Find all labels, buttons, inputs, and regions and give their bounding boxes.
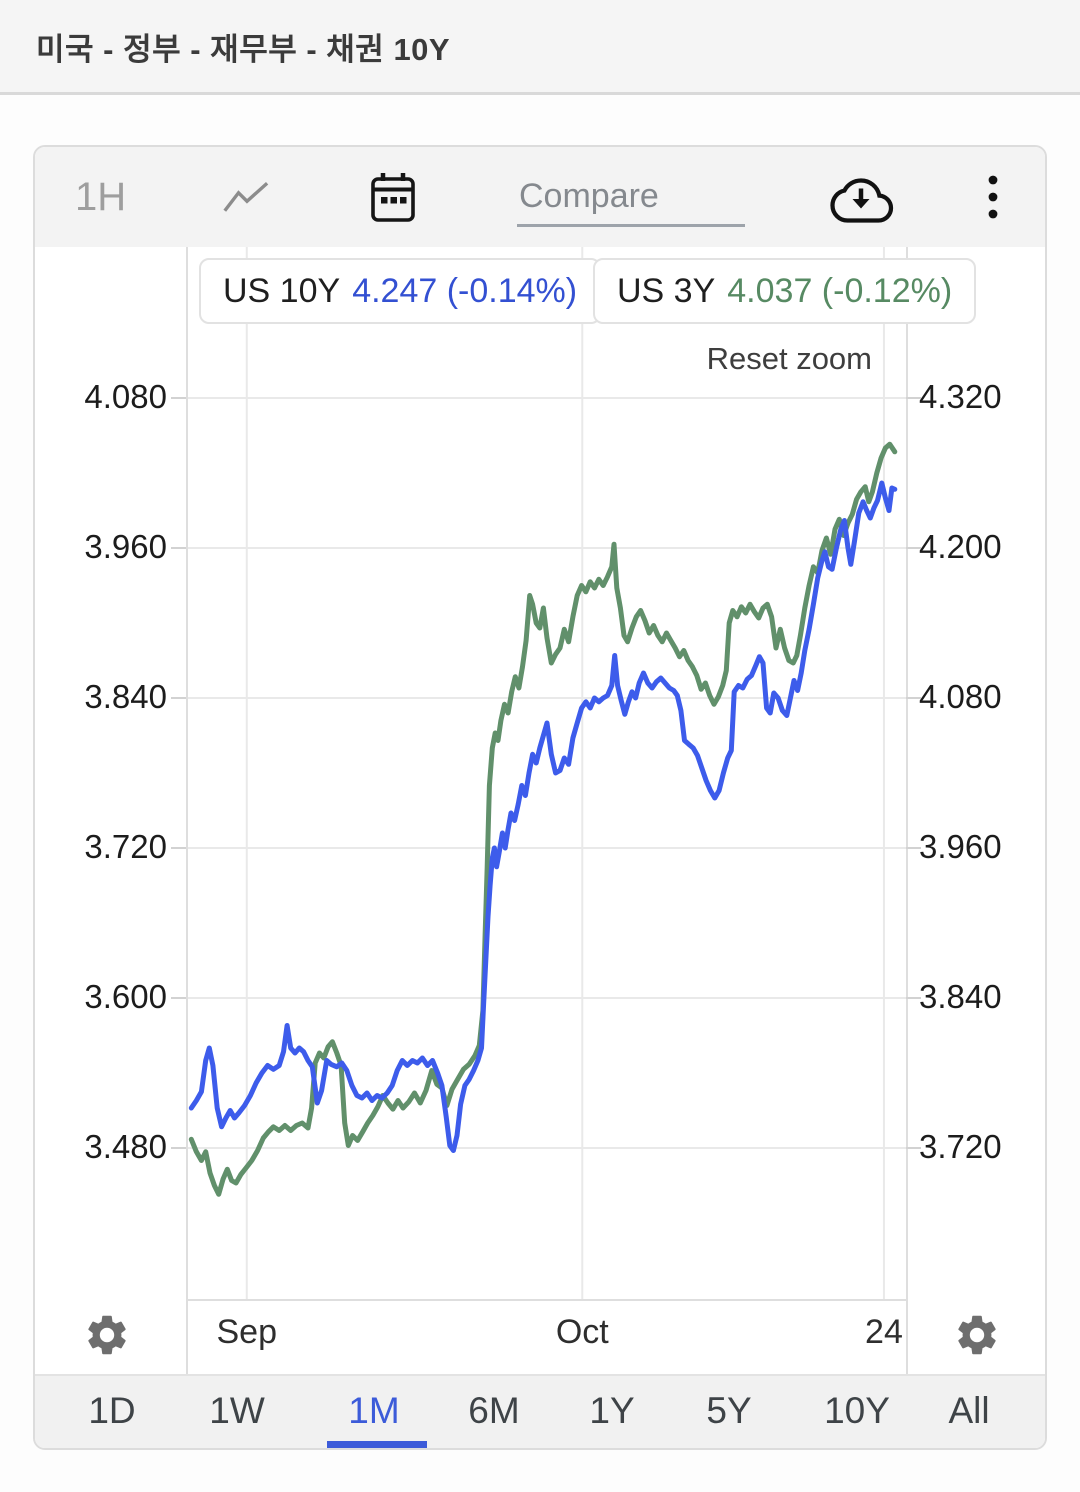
- right-axis-tick-mark: [906, 397, 921, 399]
- left-axis-tick-label: 3.840: [84, 678, 167, 715]
- x-axis-label: Oct: [555, 1313, 609, 1351]
- legend-series-value: 4.037 (-0.12%): [727, 271, 953, 310]
- legend-series-name: US 3Y: [617, 271, 716, 310]
- range-tab-1w[interactable]: 1W: [209, 1390, 265, 1431]
- active-range-underline: [327, 1441, 427, 1448]
- left-axis-tick-label: 4.080: [84, 378, 167, 415]
- left-axis-tick-label: 3.600: [84, 978, 167, 1015]
- chart-toolbar: 1H: [35, 147, 1045, 247]
- series-line-us-10y[interactable]: [188, 480, 898, 1153]
- right-axis-settings-gear-icon[interactable]: [953, 1311, 1001, 1359]
- chart-card: 1H: [33, 145, 1047, 1450]
- right-axis-tick-mark: [906, 997, 921, 999]
- range-tab-all[interactable]: All: [948, 1390, 990, 1431]
- page-title: 미국 - 정부 - 재무부 - 채권 10Y: [36, 31, 451, 67]
- left-axis-tick-mark: [171, 847, 186, 849]
- left-axis-tick-mark: [171, 547, 186, 549]
- right-axis-tick-label: 3.960: [919, 828, 1002, 865]
- right-axis-tick-mark: [906, 697, 921, 699]
- left-axis-tick-mark: [171, 697, 186, 699]
- reset-zoom-button[interactable]: Reset zoom: [706, 341, 872, 376]
- range-tab-1m[interactable]: 1M: [348, 1390, 400, 1431]
- legend-series-value: 4.247 (-0.14%): [352, 271, 578, 310]
- left-axis-tick-mark: [171, 1147, 186, 1149]
- kebab-menu-icon[interactable]: [985, 173, 1001, 228]
- range-selector: 1D 1W 1M 6M 1Y 5Y 10Y All: [35, 1374, 1045, 1448]
- plot-left-border: [186, 247, 188, 1380]
- left-axis-tick-label: 3.720: [84, 828, 167, 865]
- right-axis-tick-mark: [906, 547, 921, 549]
- legend-series-name: US 10Y: [223, 271, 341, 310]
- right-axis-tick-label: 3.720: [919, 1128, 1002, 1165]
- range-tab-1d[interactable]: 1D: [88, 1390, 136, 1431]
- page-header: 미국 - 정부 - 재무부 - 채권 10Y: [0, 0, 1080, 95]
- line-chart-icon[interactable]: [221, 179, 273, 220]
- compare-input[interactable]: [517, 177, 745, 227]
- calendar-icon[interactable]: [369, 171, 417, 230]
- right-axis-tick-mark: [906, 1147, 921, 1149]
- right-axis-tick-label: 4.320: [919, 378, 1002, 415]
- left-axis-settings-gear-icon[interactable]: [83, 1311, 131, 1359]
- x-axis-label: 24: [865, 1313, 903, 1351]
- range-tab-10y[interactable]: 10Y: [824, 1390, 890, 1431]
- right-axis-tick-mark: [906, 847, 921, 849]
- range-tab-1y[interactable]: 1Y: [589, 1390, 635, 1431]
- price-chart-plot[interactable]: [187, 247, 907, 1380]
- interval-button[interactable]: 1H: [75, 175, 127, 219]
- plot-right-border: [906, 247, 908, 1380]
- left-axis-tick-label: 3.480: [84, 1128, 167, 1165]
- cloud-download-icon[interactable]: [827, 173, 895, 228]
- series-line-us-3y[interactable]: [188, 441, 898, 1197]
- right-axis-tick-label: 4.080: [919, 678, 1002, 715]
- right-axis-tick-label: 4.200: [919, 528, 1002, 565]
- left-axis-tick-mark: [171, 397, 186, 399]
- legend-chip-us-10y[interactable]: US 10Y 4.247 (-0.14%): [199, 258, 602, 324]
- x-axis-label: Sep: [216, 1313, 278, 1351]
- range-tab-5y[interactable]: 5Y: [706, 1390, 752, 1431]
- range-tab-6m[interactable]: 6M: [468, 1390, 520, 1431]
- left-axis-tick-mark: [171, 997, 186, 999]
- legend-chip-us-3y[interactable]: US 3Y 4.037 (-0.12%): [593, 258, 977, 324]
- left-axis-tick-label: 3.960: [84, 528, 167, 565]
- right-axis-tick-label: 3.840: [919, 978, 1002, 1015]
